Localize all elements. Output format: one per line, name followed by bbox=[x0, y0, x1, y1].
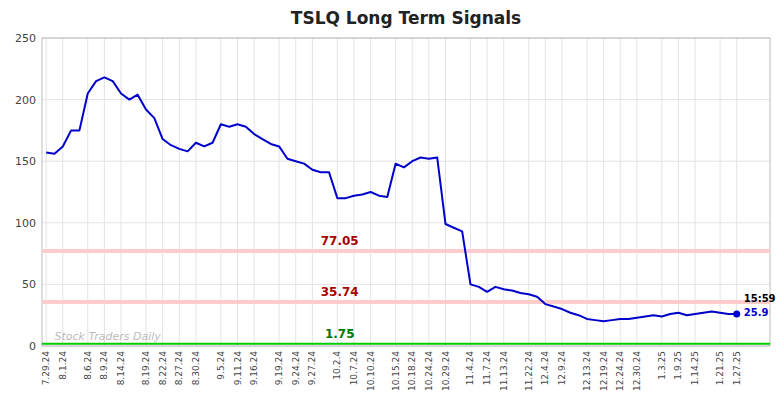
x-tick-label: 11.4.24 bbox=[465, 351, 475, 386]
grid-line bbox=[695, 38, 696, 346]
x-tick-label: 12.9.24 bbox=[557, 351, 567, 386]
grid-line bbox=[279, 38, 280, 346]
x-tick-label: 8.27.24 bbox=[174, 351, 184, 386]
grid-line bbox=[254, 38, 255, 346]
reference-label: 35.74 bbox=[321, 285, 359, 299]
grid-line bbox=[104, 38, 105, 346]
y-tick-label: 0 bbox=[29, 340, 36, 353]
grid-line bbox=[62, 38, 63, 346]
grid-line bbox=[603, 38, 604, 346]
chart: TSLQ Long Term Signals 0 50 100 150 200 250 7.2… bbox=[0, 0, 784, 398]
grid-line bbox=[470, 38, 471, 346]
grid-line bbox=[412, 38, 413, 346]
x-tick-label: 9.16.24 bbox=[249, 351, 259, 386]
grid-line bbox=[146, 38, 147, 346]
grid-line bbox=[562, 38, 563, 346]
reference-label: 77.05 bbox=[321, 234, 359, 248]
y-tick-label: 200 bbox=[15, 94, 36, 107]
x-tick-label: 8.6.24 bbox=[83, 351, 93, 380]
x-tick-label: 7.29.24 bbox=[41, 351, 51, 386]
grid-line bbox=[545, 38, 546, 346]
x-tick-label: 11.13.24 bbox=[499, 351, 509, 391]
grid-line bbox=[337, 38, 338, 346]
y-tick-label: 100 bbox=[15, 217, 36, 230]
x-tick-label: 12.4.24 bbox=[540, 351, 550, 386]
x-tick-label: 10.18.24 bbox=[407, 351, 417, 391]
title: TSLQ Long Term Signals bbox=[291, 8, 521, 28]
end-label-time: 15:59 bbox=[744, 293, 776, 304]
grid-line bbox=[237, 38, 238, 346]
x-tick-label: 8.19.24 bbox=[141, 351, 151, 386]
x-tick-label: 8.1.24 bbox=[58, 351, 68, 380]
grid-line bbox=[354, 38, 355, 346]
grid-line bbox=[428, 38, 429, 346]
x-tick-label: 9.5.24 bbox=[216, 351, 226, 380]
grid-line bbox=[295, 38, 296, 346]
grid-line bbox=[46, 38, 47, 346]
x-tick-label: 10.15.24 bbox=[391, 351, 401, 391]
plot-area bbox=[42, 77, 770, 343]
x-tick-label: 1.9.25 bbox=[673, 351, 683, 380]
plot-frame bbox=[42, 38, 770, 346]
y-tick-label: 150 bbox=[15, 155, 36, 168]
x-tick-label: 8.14.24 bbox=[116, 351, 126, 386]
reference-line bbox=[42, 249, 770, 253]
grid-line bbox=[487, 38, 488, 346]
x-tick-label: 10.7.24 bbox=[349, 351, 359, 386]
x-tick-label: 9.27.24 bbox=[307, 351, 317, 386]
x-tick-label: 11.22.24 bbox=[524, 351, 534, 391]
grid-line bbox=[179, 38, 180, 346]
grid-line bbox=[42, 284, 770, 285]
grid-line bbox=[620, 38, 621, 346]
grid-line bbox=[586, 38, 587, 346]
x-tick-label: 9.24.24 bbox=[291, 351, 301, 386]
x-tick-label: 8.9.24 bbox=[99, 351, 109, 380]
end-label-value: 25.9 bbox=[744, 307, 769, 318]
grid-line bbox=[503, 38, 504, 346]
watermark: Stock Traders Daily bbox=[54, 330, 161, 343]
grid-line bbox=[445, 38, 446, 346]
grid-line bbox=[678, 38, 679, 346]
x-tick-label: 1.27.25 bbox=[732, 351, 742, 385]
x-tick-label: 1.3.25 bbox=[657, 351, 667, 380]
grid-line bbox=[121, 38, 122, 346]
x-tick-label: 10.2.4 bbox=[332, 351, 342, 380]
x-tick-label: 1.14.25 bbox=[690, 351, 700, 385]
grid-line bbox=[736, 38, 737, 346]
grid-line bbox=[87, 38, 88, 346]
grid-line bbox=[195, 38, 196, 346]
x-tick-label: 8.30.24 bbox=[191, 351, 201, 386]
x-tick-label: 10.29.24 bbox=[441, 351, 451, 391]
grid-line bbox=[42, 99, 770, 100]
endpoint-dot bbox=[733, 311, 740, 318]
grid-line bbox=[220, 38, 221, 346]
grid-line bbox=[162, 38, 163, 346]
y-tick-label: 250 bbox=[15, 32, 36, 45]
y-tick-label: 50 bbox=[22, 278, 36, 291]
grid-line bbox=[661, 38, 662, 346]
grid-line bbox=[42, 222, 770, 223]
reference-label: 1.75 bbox=[325, 327, 355, 341]
grid-line bbox=[636, 38, 637, 346]
x-tick-label: 9.19.24 bbox=[274, 351, 284, 386]
reference-line bbox=[42, 300, 770, 304]
x-tick-label: 10.10.24 bbox=[366, 351, 376, 391]
x-tick-label: 9.11.24 bbox=[233, 351, 243, 386]
x-tick-label: 12.30.24 bbox=[632, 351, 642, 391]
grid-line bbox=[528, 38, 529, 346]
x-tick-label: 11.7.24 bbox=[482, 351, 492, 386]
reference-line bbox=[42, 343, 770, 345]
x-tick-label: 12.24.24 bbox=[615, 351, 625, 391]
grid bbox=[42, 38, 770, 346]
x-tick-label: 1.21.25 bbox=[715, 351, 725, 385]
x-tick-label: 8.22.24 bbox=[158, 351, 168, 386]
grid-line bbox=[42, 161, 770, 162]
x-tick-label: 12.19.24 bbox=[599, 351, 609, 391]
grid-line bbox=[312, 38, 313, 346]
x-tick-label: 12.13.24 bbox=[582, 351, 592, 391]
line bbox=[46, 77, 737, 321]
grid-line bbox=[395, 38, 396, 346]
grid-line bbox=[720, 38, 721, 346]
x-tick-label: 10.24.24 bbox=[424, 351, 434, 391]
